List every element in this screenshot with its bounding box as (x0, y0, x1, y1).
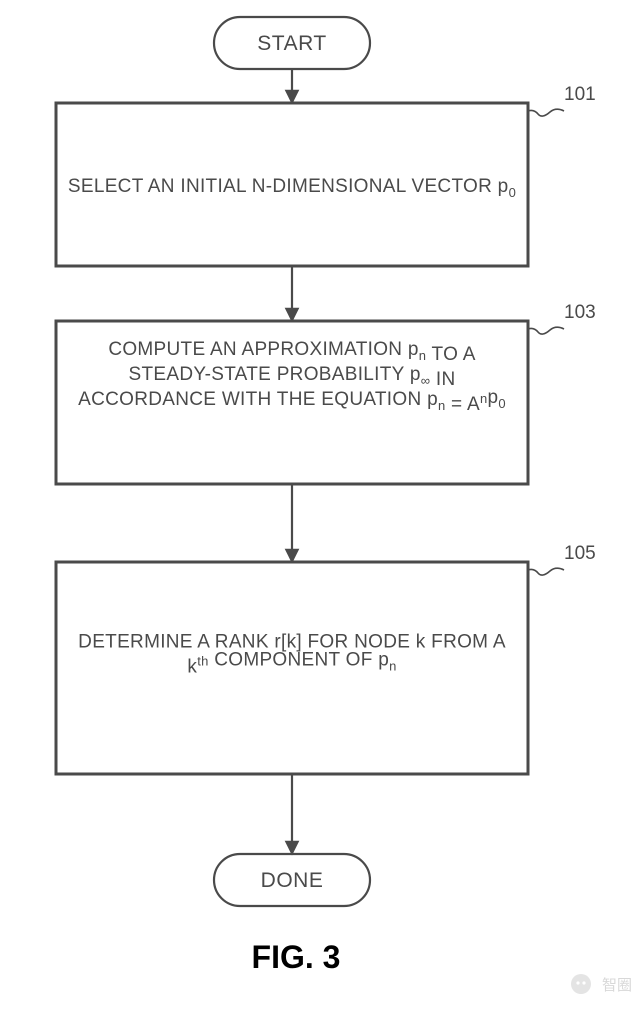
svg-text:103: 103 (564, 302, 596, 323)
svg-text:101: 101 (564, 84, 596, 105)
svg-text:智圈: 智圈 (602, 976, 632, 994)
svg-text:START: START (257, 32, 326, 55)
svg-text:STEADY-STATE PROBABILITY p∞ IN: STEADY-STATE PROBABILITY p∞ IN (129, 364, 456, 390)
flowchart-figure: START DONE 101 SELECT AN INITIAL N-DIMENSIO… (0, 0, 640, 1016)
svg-text:ACCORDANCE WITH THE EQUATION p: ACCORDANCE WITH THE EQUATION pn = Anp0 (78, 387, 506, 415)
svg-text:105: 105 (564, 543, 596, 564)
svg-text:SELECT AN INITIAL N-DIMENSIONA: SELECT AN INITIAL N-DIMENSIONAL VECTOR p… (68, 176, 516, 200)
svg-text:FIG. 3: FIG. 3 (252, 939, 341, 975)
svg-text:COMPUTE AN APPROXIMATION pn TO: COMPUTE AN APPROXIMATION pn TO A (108, 339, 475, 365)
svg-text:kth COMPONENT OF pn: kth COMPONENT OF pn (187, 650, 396, 678)
svg-text:DONE: DONE (261, 869, 324, 892)
